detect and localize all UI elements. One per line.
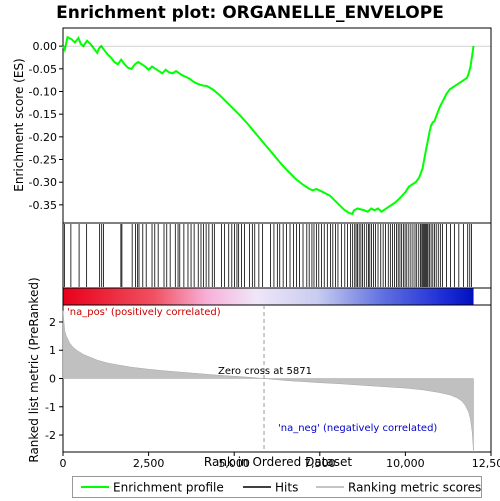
es-y-tick-label: -0.05 — [29, 63, 57, 76]
x-tick-label: 0 — [60, 457, 67, 470]
rank-y-axis-label: Ranked list metric (PreRanked) — [27, 277, 41, 462]
ranking-metric-area — [62, 310, 474, 453]
x-axis-label: Rank in Ordered Dataset — [204, 455, 352, 469]
legend-hits-label: Hits — [275, 481, 298, 495]
rank-y-tick-label: -2 — [45, 429, 56, 442]
rank-color-bar — [63, 288, 474, 305]
es-y-tick-label: 0.00 — [33, 40, 58, 53]
hits-panel — [62, 222, 492, 306]
es-y-tick-label: -0.25 — [29, 154, 57, 167]
es-y-tick-label: -0.35 — [29, 199, 57, 212]
x-tick-label: 5,000 — [218, 457, 250, 470]
ranked-metric-panel: 2 1 0 -1 -2 0 2,500 5,000 7,500 10,000 12,500 Zero … — [45, 304, 500, 470]
legend: Enrichment profile Hits Ranking metric s… — [72, 476, 482, 498]
es-y-axis-label: Enrichment score (ES) — [12, 58, 26, 191]
legend-enrichment-label: Enrichment profile — [113, 481, 224, 495]
x-tick-label: 2,500 — [133, 457, 165, 470]
zero-cross-label: Zero cross at 5871 — [218, 366, 312, 377]
es-y-tick-label: -0.10 — [29, 85, 57, 98]
rank-y-tick-label: -1 — [45, 401, 56, 414]
rank-y-tick-label: 2 — [49, 316, 56, 329]
es-plot-frame — [62, 27, 492, 224]
rank-y-tick-label: 0 — [49, 373, 56, 386]
chart-title: Enrichment plot: ORGANELLE_ENVELOPE — [56, 3, 444, 23]
legend-ranking-label: Ranking metric scores — [348, 481, 481, 495]
positive-correlation-label: 'na_pos' (positively correlated) — [67, 307, 221, 318]
es-y-tick-label: -0.15 — [29, 108, 57, 121]
enrichment-score-panel: 0.00 -0.05 -0.10 -0.15 -0.20 -0.25 -0.30 -0.35 — [29, 27, 492, 224]
rank-y-tick-label: 1 — [49, 344, 56, 357]
enrichment-profile-line — [62, 35, 475, 216]
x-tick-label: 7,500 — [304, 457, 336, 470]
es-y-tick-label: -0.30 — [29, 176, 57, 189]
x-tick-label: 10,000 — [386, 457, 425, 470]
x-tick-label: 12,500 — [472, 457, 500, 470]
es-y-tick-label: -0.20 — [29, 131, 57, 144]
negative-correlation-label: 'na_neg' (negatively correlated) — [278, 423, 437, 434]
